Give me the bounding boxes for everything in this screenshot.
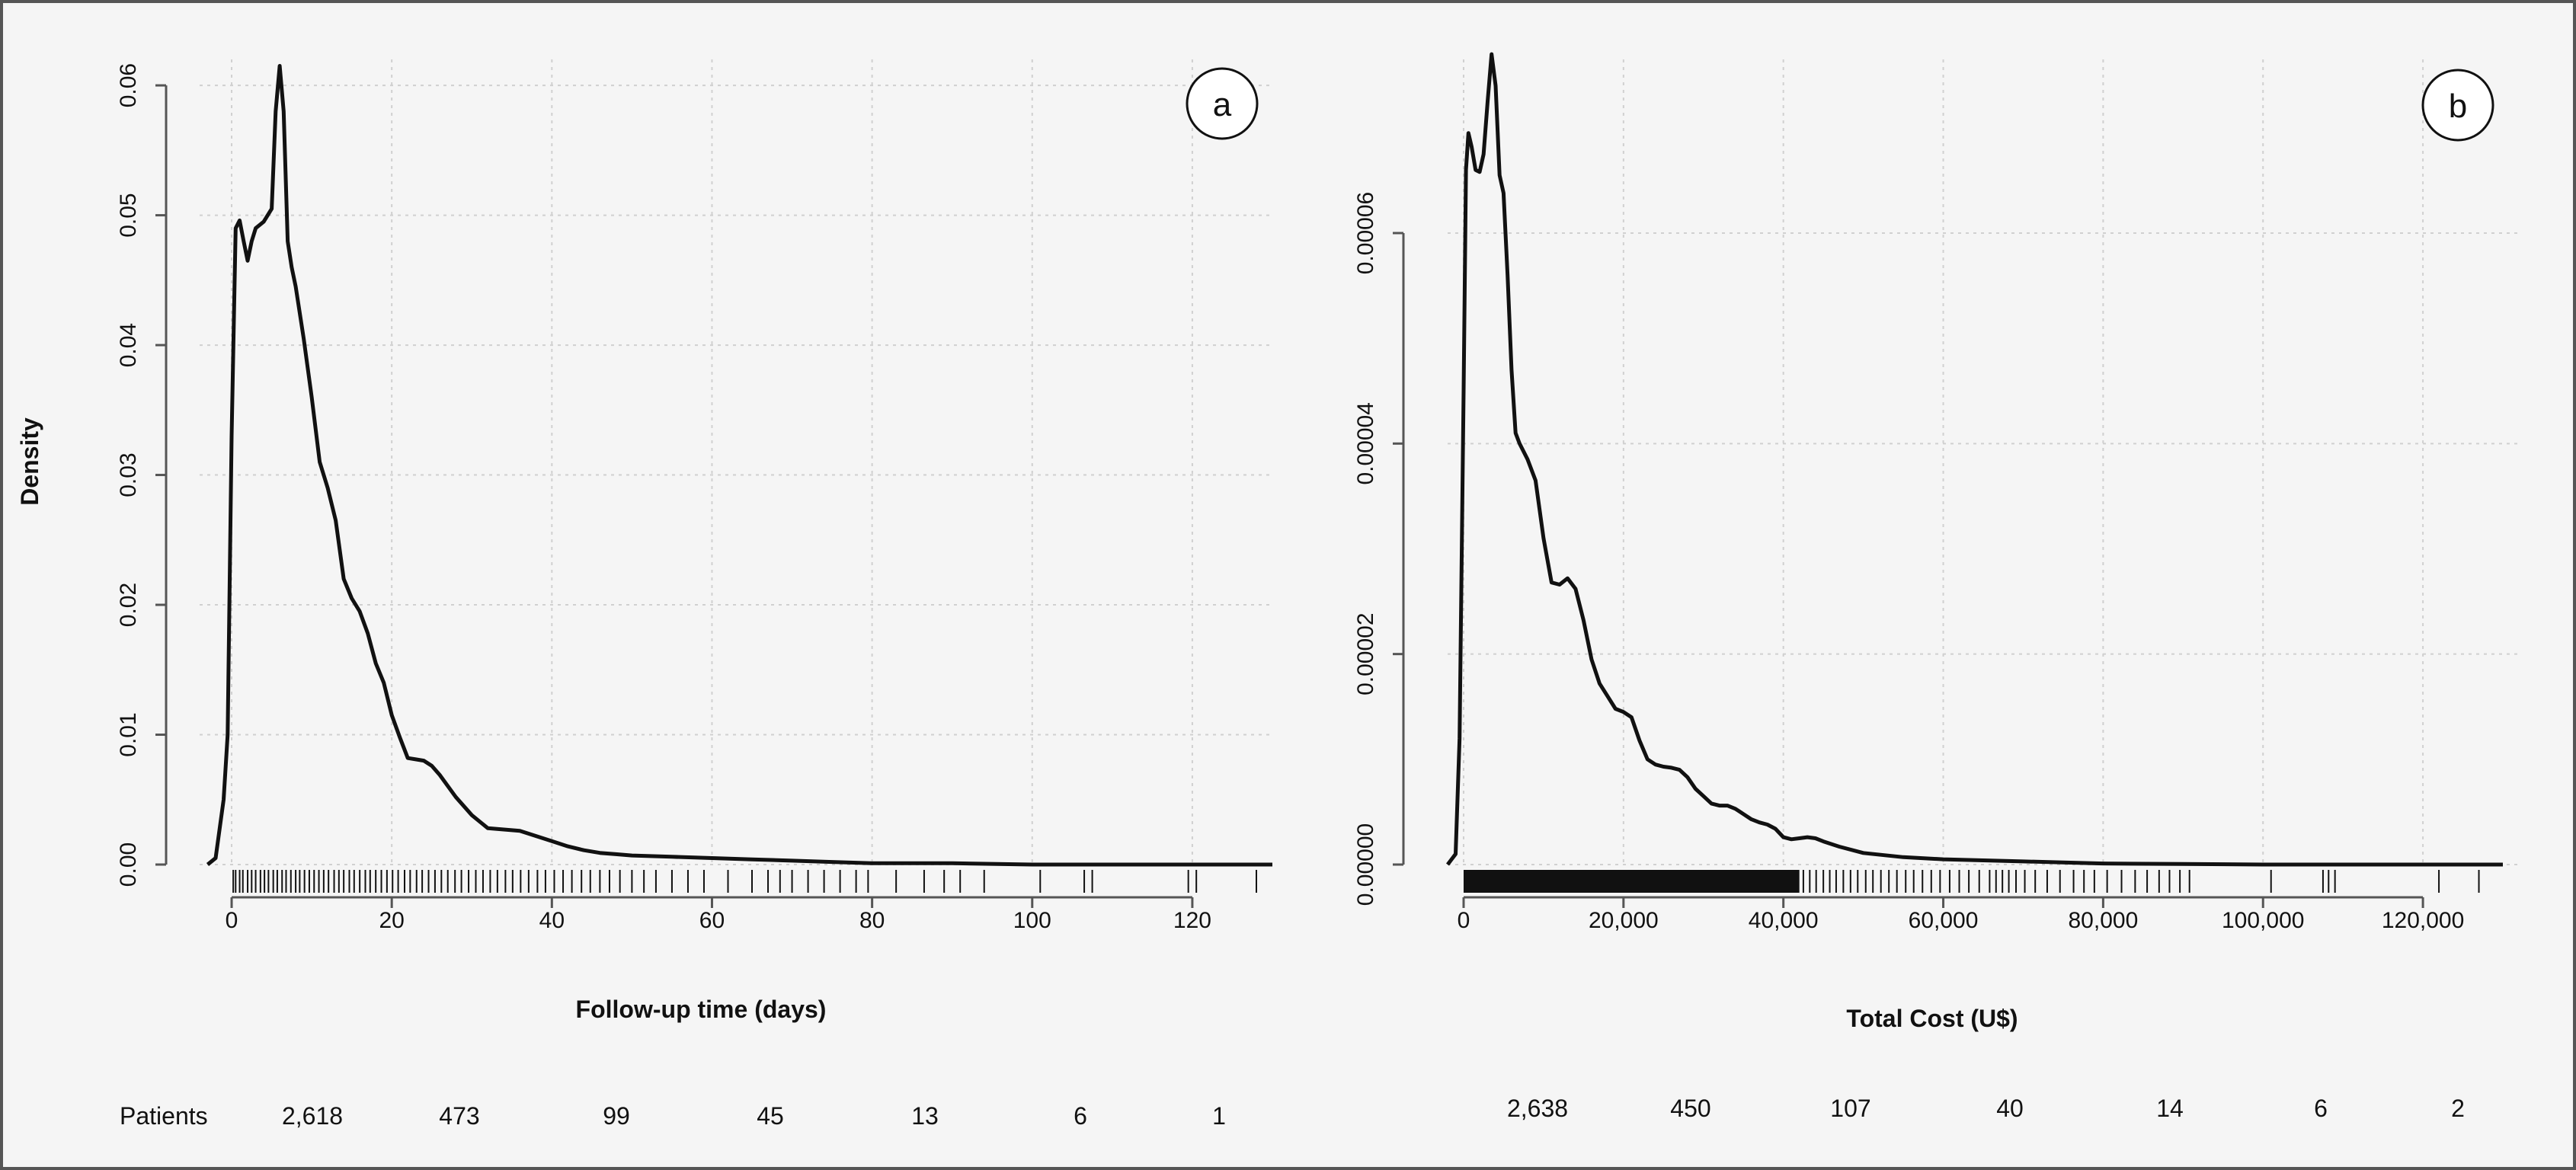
panel-b-rug bbox=[1802, 870, 2480, 893]
y-tick-label: 0.05 bbox=[116, 193, 141, 237]
y-tick-label: 0.00006 bbox=[1353, 192, 1378, 274]
y-tick-label: 0.00002 bbox=[1353, 612, 1378, 695]
x-tick-label: 120,000 bbox=[2382, 908, 2464, 933]
x-tick-label: 120 bbox=[1173, 908, 1211, 933]
x-tick-label: 100 bbox=[1013, 908, 1051, 933]
panel-a-badge bbox=[1186, 67, 1259, 140]
y-tick-label: 0.00004 bbox=[1353, 402, 1378, 484]
y-tick-label: 0.00000 bbox=[1353, 823, 1378, 906]
x-tick-label: 20,000 bbox=[1589, 908, 1659, 933]
patient-count: 1 bbox=[1212, 1102, 1226, 1130]
x-tick-label: 80,000 bbox=[2069, 908, 2139, 933]
patients-label: Patients bbox=[120, 1102, 208, 1130]
panel-b-badge-label: b bbox=[2449, 88, 2467, 125]
x-tick-label: 80 bbox=[859, 908, 885, 933]
y-tick-label: 0.01 bbox=[116, 712, 141, 756]
y-tick-label: 0.02 bbox=[116, 583, 141, 627]
panel-a-density-curve bbox=[206, 64, 1272, 867]
y-tick-label: 0.04 bbox=[116, 323, 141, 367]
patient-count: 107 bbox=[1830, 1095, 1870, 1122]
patient-count: 99 bbox=[603, 1102, 630, 1130]
patient-count: 450 bbox=[1670, 1095, 1710, 1122]
panel-a-badge-label: a bbox=[1213, 86, 1232, 123]
panel-a-x-axis-label: Follow-up time (days) bbox=[576, 996, 827, 1023]
patient-count: 45 bbox=[757, 1102, 784, 1130]
panel-b-badge bbox=[2421, 69, 2494, 142]
patient-count: 2,638 bbox=[1507, 1095, 1568, 1122]
x-tick-label: 60,000 bbox=[1909, 908, 1979, 933]
panel-a: 0.00 0.01 0.02 0.03 0.04 0.05 0.06 0 20 40 60 80 100… bbox=[16, 59, 1272, 1130]
panel-b-density-curve bbox=[1446, 52, 2503, 867]
panel-b-rug-dense-band bbox=[1463, 870, 1800, 893]
y-tick-label: 0.03 bbox=[116, 452, 141, 497]
panel-a-axes: 0.00 0.01 0.02 0.03 0.04 0.05 0.06 0 20 40 60 80 100… bbox=[116, 63, 1211, 933]
x-tick-label: 100,000 bbox=[2222, 908, 2304, 933]
x-tick-label: 60 bbox=[699, 908, 725, 933]
patient-count: 40 bbox=[1996, 1095, 2024, 1122]
panel-a-y-axis-label: Density bbox=[16, 417, 43, 506]
panel-b-patient-counts: 2,638 450 107 40 14 6 2 bbox=[1507, 1095, 2465, 1122]
panel-b-x-axis-label: Total Cost (U$) bbox=[1846, 1005, 2018, 1032]
x-tick-label: 40 bbox=[539, 908, 565, 933]
patient-count: 2,618 bbox=[282, 1102, 343, 1130]
patient-count: 6 bbox=[1074, 1102, 1087, 1130]
panel-a-patient-counts: 2,618 473 99 45 13 6 1 bbox=[282, 1102, 1226, 1130]
patient-count: 14 bbox=[2156, 1095, 2184, 1122]
x-tick-label: 0 bbox=[226, 908, 238, 933]
patient-count: 473 bbox=[439, 1102, 479, 1130]
x-tick-label: 40,000 bbox=[1749, 908, 1819, 933]
panel-a-grid bbox=[200, 59, 1272, 865]
x-tick-label: 0 bbox=[1458, 908, 1470, 933]
x-tick-label: 20 bbox=[379, 908, 404, 933]
y-tick-label: 0.00 bbox=[116, 842, 141, 887]
y-tick-label: 0.06 bbox=[116, 63, 141, 107]
patient-count: 13 bbox=[911, 1102, 939, 1130]
panel-b-axes: 0.00000 0.00002 0.00004 0.00006 0 20,000 40,00… bbox=[1353, 192, 2464, 933]
patient-count: 6 bbox=[2314, 1095, 2328, 1122]
panel-b: 0.00000 0.00002 0.00004 0.00006 0 20,000 40,00… bbox=[1353, 52, 2519, 1122]
panel-a-rug bbox=[232, 870, 1257, 893]
patient-count: 2 bbox=[2451, 1095, 2465, 1122]
